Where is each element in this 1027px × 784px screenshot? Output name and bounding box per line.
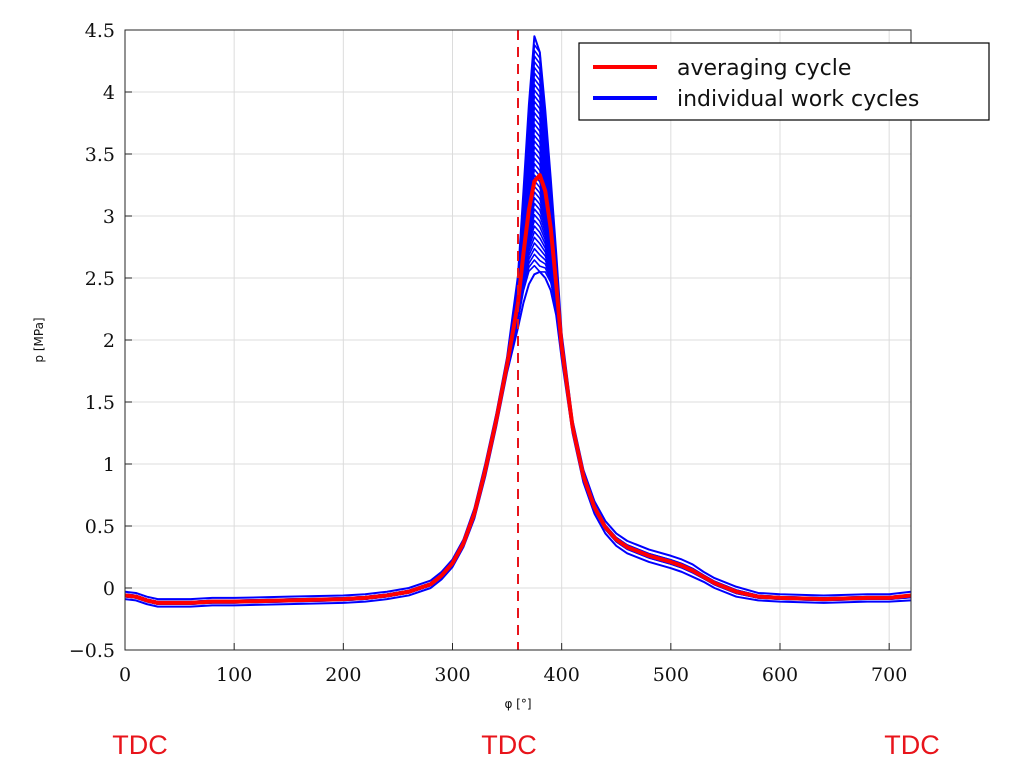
x-tick-label: 400 bbox=[544, 664, 580, 686]
y-tick-label: −0.5 bbox=[69, 640, 115, 662]
individual-cycle-line-min bbox=[124, 270, 912, 608]
y-axis-label: p [MPa] bbox=[32, 317, 46, 362]
y-tick-label: 4.5 bbox=[85, 20, 115, 42]
legend: averaging cycle individual work cycles bbox=[578, 42, 990, 121]
y-tick-label: 0.5 bbox=[85, 516, 115, 538]
x-tick-label: 500 bbox=[653, 664, 689, 686]
y-tick-label: 2 bbox=[103, 330, 115, 352]
individual-cycle-line bbox=[124, 162, 912, 604]
y-tick-label: 1 bbox=[103, 454, 115, 476]
y-tick-label: 3 bbox=[103, 206, 115, 228]
series-layer bbox=[124, 35, 912, 608]
y-tick-label: 4 bbox=[103, 82, 115, 104]
y-tick-label: 1.5 bbox=[85, 392, 115, 414]
individual-cycle-line-max bbox=[124, 35, 912, 601]
x-tick-label: 100 bbox=[216, 664, 252, 686]
annotation-tdc-0: TDC bbox=[112, 730, 168, 760]
annotation-tdc-360: TDC bbox=[481, 730, 537, 760]
y-tick-label: 2.5 bbox=[85, 268, 115, 290]
x-tick-label: 200 bbox=[325, 664, 361, 686]
legend-label-averaging-cycle: averaging cycle bbox=[677, 56, 851, 81]
x-tick-label: 600 bbox=[762, 664, 798, 686]
annotation-tdc-720: TDC bbox=[884, 730, 940, 760]
averaging-cycle-line bbox=[124, 173, 912, 605]
y-tick-label: 0 bbox=[103, 578, 115, 600]
legend-box bbox=[578, 42, 990, 121]
x-tick-label: 300 bbox=[434, 664, 470, 686]
individual-cycle-line bbox=[124, 66, 912, 603]
tick-labels: 0 100 200 300 400 500 600 700−0.500.511.522.533… bbox=[69, 20, 907, 686]
legend-label-individual-work-cycles: individual work cycles bbox=[677, 87, 919, 112]
y-tick-label: 3.5 bbox=[85, 144, 115, 166]
x-axis-label: φ [°] bbox=[504, 697, 531, 711]
x-tick-label: 0 bbox=[119, 664, 131, 686]
x-tick-label: 700 bbox=[871, 664, 907, 686]
